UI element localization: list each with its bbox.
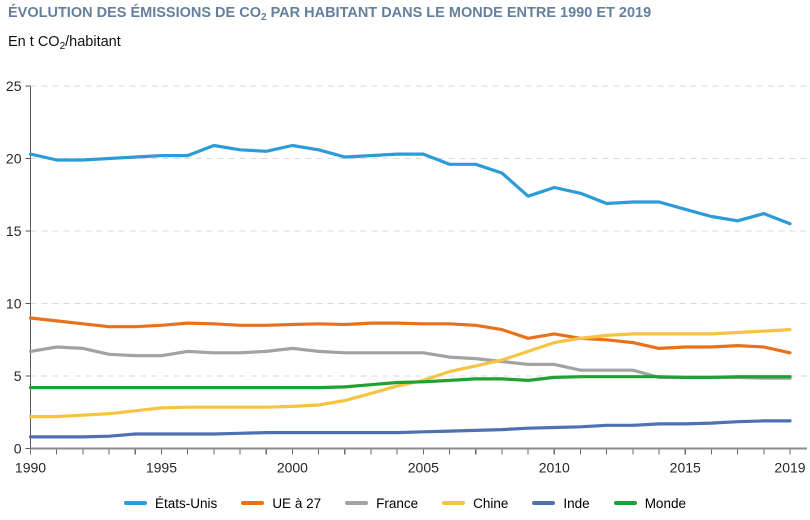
y-axis-unit-label: En t CO2/habitant	[8, 34, 121, 52]
legend-swatch-inde	[532, 500, 556, 506]
x-tick-label-2019: 2019	[774, 460, 805, 476]
chart-legend: États-Unis UE à 27 France Chine Inde Mon…	[0, 490, 810, 516]
legend-item-etats-unis: États-Unis	[124, 496, 217, 511]
x-tick-label-1995: 1995	[146, 460, 177, 476]
legend-swatch-etats-unis	[124, 500, 148, 506]
legend-item-inde: Inde	[532, 495, 590, 511]
legend-label-monde: Monde	[644, 495, 686, 511]
legend-swatch-ue-a-27	[241, 500, 265, 506]
x-tick-label-2015: 2015	[670, 460, 701, 476]
y-tick-label-5: 5	[14, 368, 22, 384]
series-line-chine	[28, 328, 792, 419]
chart-title-text: ÉVOLUTION DES ÉMISSIONS DE CO	[8, 5, 261, 21]
legend-label-france: France	[376, 495, 419, 511]
series-line-ue-27	[28, 316, 792, 355]
x-tick-label-2000: 2000	[277, 460, 308, 476]
series-line-inde	[28, 419, 792, 439]
legend-label-etats-unis: États-Unis	[155, 495, 218, 511]
y-tick-label-0: 0	[14, 441, 22, 457]
series-line--tats-unis	[28, 143, 792, 226]
legend-item-monde: Monde	[613, 495, 686, 511]
legend-swatch-france	[345, 500, 369, 506]
legend-swatch-chine	[442, 500, 466, 506]
y-tick-label-25: 25	[6, 78, 22, 94]
legend-swatch-monde	[613, 500, 637, 506]
x-tick-label-2010: 2010	[539, 460, 570, 476]
chart-title: ÉVOLUTION DES ÉMISSIONS DE CO2 PAR HABIT…	[8, 5, 808, 23]
y-tick-label-20: 20	[6, 151, 22, 167]
chart-title-text-2: PAR HABITANT DANS LE MONDE ENTRE 1990 ET…	[266, 5, 652, 21]
x-tick-label-2005: 2005	[408, 460, 439, 476]
legend-label-chine: Chine	[473, 495, 509, 511]
legend-item-france: France	[345, 496, 418, 511]
legend-item-chine: Chine	[442, 496, 508, 511]
series-line-monde	[28, 375, 792, 390]
y-tick-label-10: 10	[6, 296, 22, 312]
legend-label-ue-a-27: UE à 27	[272, 495, 322, 511]
x-tick-label-1990: 1990	[15, 460, 46, 476]
y-tick-label-15: 15	[6, 223, 22, 239]
series-line-france	[28, 345, 792, 380]
legend-item-ue-a-27: UE à 27	[241, 496, 321, 511]
legend-label-inde: Inde	[563, 495, 590, 511]
chart-title-subscript: 2	[260, 12, 267, 23]
